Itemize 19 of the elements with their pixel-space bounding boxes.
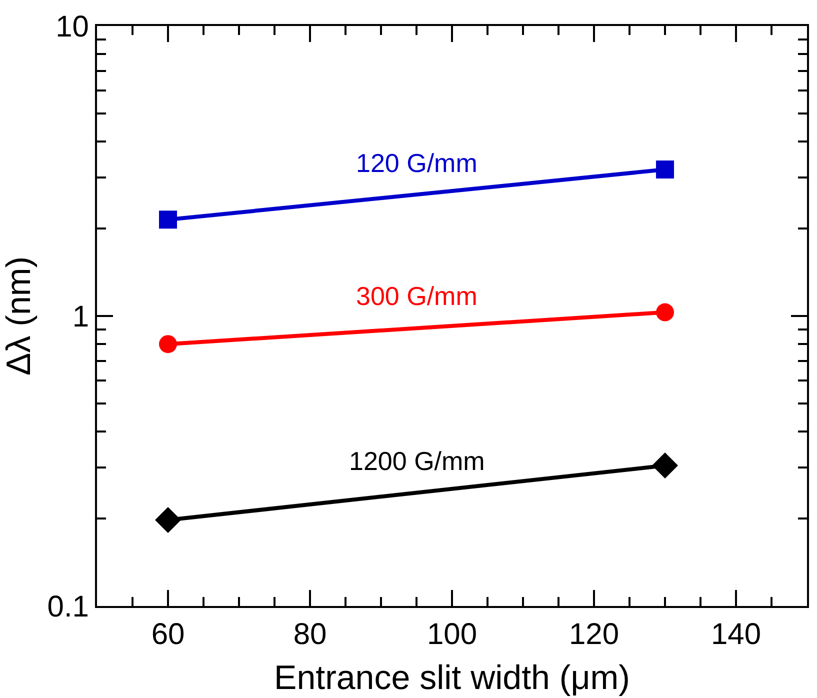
x-tick-label: 120	[568, 618, 620, 651]
point	[155, 506, 181, 533]
point	[656, 303, 674, 322]
x-tick-label: 140	[710, 618, 762, 651]
point	[652, 452, 678, 479]
point	[656, 160, 674, 179]
series-label: 120 G/mm	[356, 148, 478, 178]
point	[159, 210, 177, 229]
y-tick-label: 0.1	[47, 590, 89, 624]
series-label: 300 G/mm	[356, 281, 478, 311]
y-tick-label: 10	[56, 10, 89, 44]
y-tick-label: 1	[72, 300, 89, 334]
x-tick-label: 80	[293, 618, 327, 651]
y-axis-title: Δλ (nm)	[0, 256, 38, 376]
series-label: 1200 G/mm	[349, 446, 485, 476]
x-tick-label: 100	[426, 618, 478, 651]
x-axis-title: Entrance slit width (μm)	[274, 658, 630, 697]
point	[159, 335, 177, 354]
x-tick-label: 60	[151, 618, 185, 651]
